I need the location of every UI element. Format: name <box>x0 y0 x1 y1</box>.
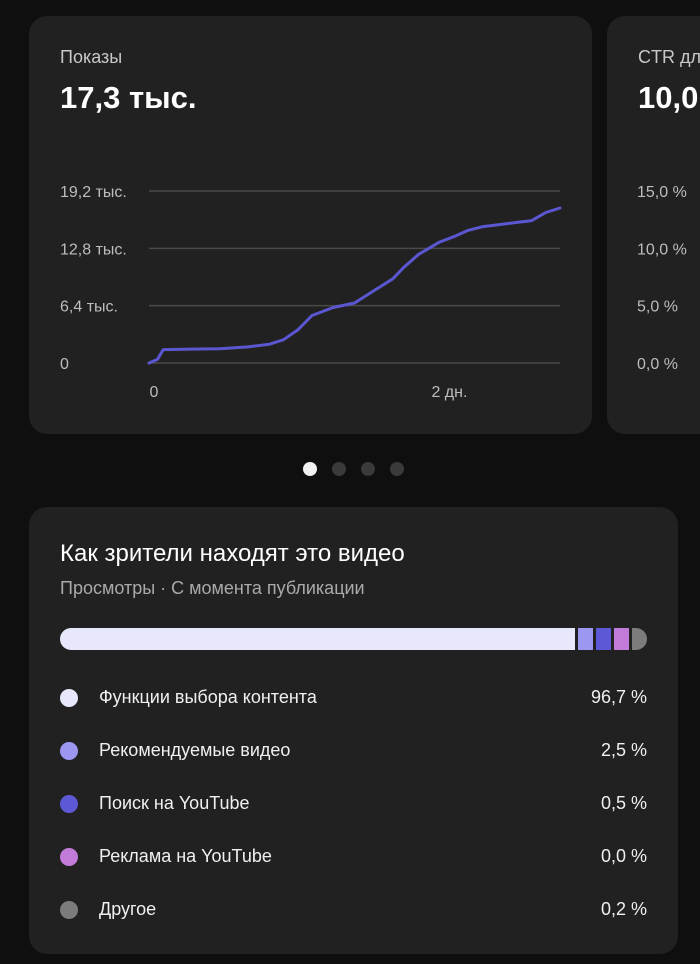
ctr-y-tick-label: 5,0 % <box>637 299 678 316</box>
traffic-sources-subtitle: Просмотры · С момента публикации <box>60 578 365 598</box>
traffic-source-label: Реклама на YouTube <box>99 846 272 866</box>
traffic-sources-title: Как зрители находят это видео <box>60 540 405 567</box>
share-bar-segment <box>614 628 629 650</box>
impressions-x-tick-label: 0 <box>150 384 159 401</box>
impressions-chart: 0 6,4 тыс. 12,8 тыс. 19,2 тыс. 0 2 дн. <box>60 184 562 401</box>
traffic-source-row[interactable]: Рекомендуемые видео 2,5 % <box>60 738 647 764</box>
share-bar-segment <box>596 628 611 650</box>
impressions-series-line <box>147 206 562 365</box>
traffic-sources-card[interactable]: Как зрители находят это видео Просмотры … <box>29 507 678 954</box>
traffic-source-row[interactable]: Другое 0,2 % <box>60 897 647 923</box>
ctr-y-tick-label: 0,0 % <box>637 356 678 373</box>
ctr-chart: 0,0 % 5,0 % 10,0 % 15,0 % <box>637 184 687 373</box>
ctr-value: 10,0 <box>638 80 699 115</box>
traffic-source-row[interactable]: Поиск на YouTube 0,5 % <box>60 791 647 817</box>
traffic-source-value: 2,5 % <box>600 740 647 760</box>
traffic-source-value: 0,2 % <box>600 899 647 919</box>
ctr-y-tick-label: 15,0 % <box>637 184 687 201</box>
impressions-x-tick-label: 2 дн. <box>431 384 467 401</box>
traffic-source-label: Рекомендуемые видео <box>99 740 291 760</box>
traffic-source-label: Поиск на YouTube <box>99 793 250 813</box>
pagination-dot[interactable] <box>303 462 317 476</box>
pagination-dot[interactable] <box>332 462 346 476</box>
traffic-share-bar <box>60 628 647 650</box>
ctr-label: CTR для <box>638 47 700 67</box>
legend-color-dot-icon <box>60 848 78 866</box>
legend-color-dot-icon <box>60 795 78 813</box>
share-bar-segment <box>578 628 593 650</box>
legend-color-dot-icon <box>60 901 78 919</box>
traffic-source-value: 0,5 % <box>600 793 647 813</box>
share-bar-segment <box>632 628 647 650</box>
impressions-value: 17,3 тыс. <box>60 80 197 115</box>
traffic-source-label: Другое <box>99 899 157 919</box>
ctr-card[interactable]: CTR для 10,0 0,0 % 5,0 % 10,0 % 15,0 % <box>607 16 700 434</box>
impressions-y-tick-label: 0 <box>60 356 69 373</box>
impressions-label: Показы <box>60 47 123 67</box>
legend-color-dot-icon <box>60 742 78 760</box>
traffic-source-row[interactable]: Функции выбора контента 96,7 % <box>60 685 647 711</box>
legend-color-dot-icon <box>60 689 78 707</box>
traffic-source-value: 0,0 % <box>600 846 647 866</box>
impressions-y-tick-label: 19,2 тыс. <box>60 184 127 201</box>
traffic-source-label: Функции выбора контента <box>99 687 317 707</box>
share-bar-segment <box>60 628 575 650</box>
ctr-y-tick-label: 10,0 % <box>637 241 687 258</box>
traffic-source-value: 96,7 % <box>590 687 647 707</box>
impressions-y-tick-label: 12,8 тыс. <box>60 241 127 258</box>
pagination-dot[interactable] <box>361 462 375 476</box>
traffic-source-row[interactable]: Реклама на YouTube 0,0 % <box>60 844 647 870</box>
pagination-dot[interactable] <box>390 462 404 476</box>
impressions-card[interactable]: Показы 17,3 тыс. 0 6,4 тыс. 12,8 тыс. 19,2 … <box>29 16 592 434</box>
carousel-pagination <box>0 462 700 478</box>
impressions-y-tick-label: 6,4 тыс. <box>60 299 118 316</box>
